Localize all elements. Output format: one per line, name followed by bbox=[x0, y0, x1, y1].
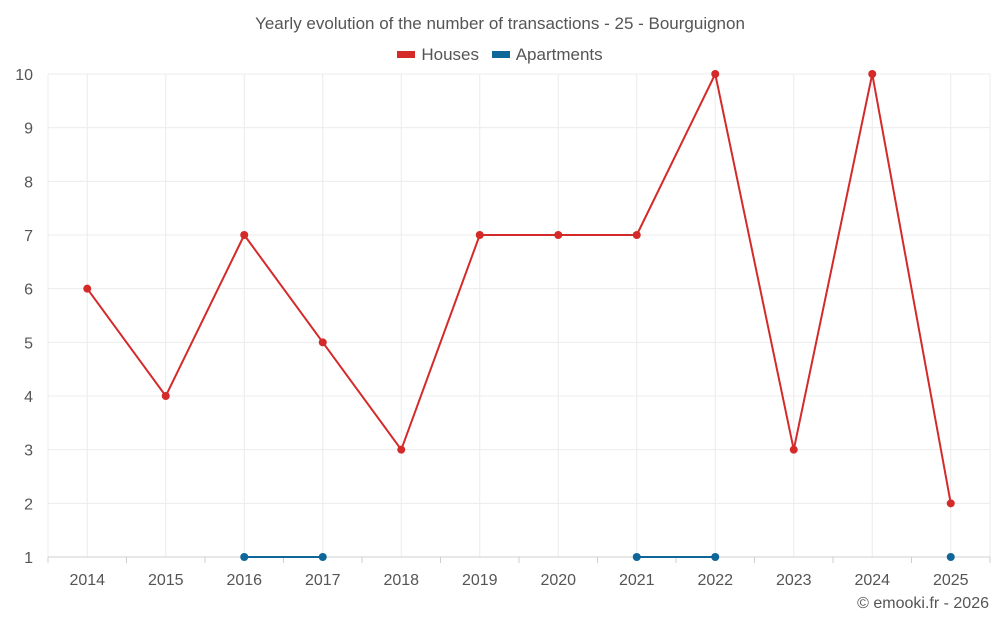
y-tick-label: 7 bbox=[24, 228, 33, 245]
x-tick-label: 2017 bbox=[305, 572, 341, 589]
data-point-apartments bbox=[632, 553, 641, 561]
data-point-houses bbox=[475, 231, 484, 239]
x-tick-label: 2025 bbox=[933, 572, 969, 589]
data-point-apartments bbox=[318, 553, 327, 561]
data-point-houses bbox=[83, 284, 92, 293]
x-tick-label: 2018 bbox=[383, 572, 419, 589]
legend-label-houses: Houses bbox=[421, 45, 479, 64]
y-tick-label: 9 bbox=[24, 121, 33, 138]
x-tick-label: 2023 bbox=[776, 572, 812, 589]
chart-title: Yearly evolution of the number of transa… bbox=[255, 14, 745, 33]
y-tick-label: 3 bbox=[24, 443, 33, 460]
data-point-houses bbox=[240, 231, 249, 239]
legend-swatch-houses bbox=[397, 51, 416, 59]
data-point-houses bbox=[554, 231, 563, 239]
legend-swatch-apartments bbox=[491, 51, 510, 59]
data-point-apartments bbox=[711, 553, 720, 561]
x-tick-label: 2015 bbox=[148, 572, 184, 589]
data-point-apartments bbox=[240, 553, 249, 561]
x-tick-label: 2021 bbox=[619, 572, 655, 589]
x-tick-label: 2024 bbox=[854, 572, 890, 589]
data-point-houses bbox=[632, 231, 641, 239]
legend-label-apartments: Apartments bbox=[515, 45, 603, 64]
x-tick-label: 2020 bbox=[540, 572, 576, 589]
data-point-houses bbox=[318, 338, 327, 347]
data-point-houses bbox=[397, 445, 406, 454]
x-tick-label: 2014 bbox=[69, 572, 105, 589]
y-tick-label: 8 bbox=[24, 174, 33, 191]
data-point-houses bbox=[946, 499, 955, 508]
x-tick-label: 2019 bbox=[462, 572, 498, 589]
y-tick-label: 5 bbox=[24, 335, 33, 352]
y-tick-label: 2 bbox=[24, 496, 33, 513]
y-tick-label: 6 bbox=[24, 282, 33, 299]
credit-text: © emooki.fr - 2026 bbox=[857, 595, 989, 612]
data-point-houses bbox=[711, 70, 720, 78]
data-point-houses bbox=[161, 392, 170, 400]
x-tick-label: 2016 bbox=[226, 572, 262, 589]
data-point-houses bbox=[789, 445, 798, 454]
y-tick-label: 1 bbox=[24, 550, 33, 567]
data-point-houses bbox=[868, 70, 877, 78]
series-line-houses bbox=[86, 73, 952, 504]
y-tick-label: 4 bbox=[24, 389, 33, 406]
legend-item-houses[interactable]: Houses bbox=[397, 45, 479, 65]
legend-item-apartments[interactable]: Apartments bbox=[491, 45, 603, 65]
data-point-apartments bbox=[946, 553, 955, 561]
x-tick-label: 2022 bbox=[697, 572, 733, 589]
legend: Houses Apartments bbox=[0, 45, 1000, 65]
y-tick-label: 10 bbox=[15, 67, 33, 84]
